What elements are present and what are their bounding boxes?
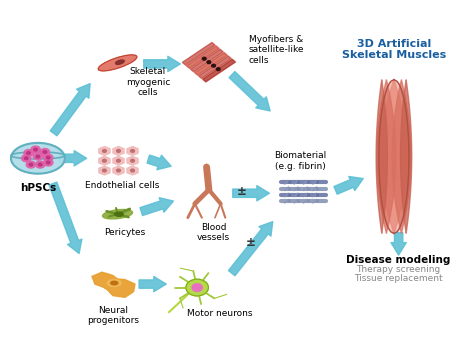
FancyArrowPatch shape: [49, 182, 82, 253]
FancyArrowPatch shape: [50, 84, 90, 136]
Text: Disease modeling: Disease modeling: [346, 255, 451, 265]
Polygon shape: [401, 80, 412, 233]
Circle shape: [207, 61, 211, 64]
Polygon shape: [194, 53, 228, 75]
Polygon shape: [92, 272, 135, 297]
Text: Endothelial cells: Endothelial cells: [85, 181, 159, 190]
Circle shape: [43, 151, 47, 153]
Circle shape: [117, 149, 120, 152]
FancyArrowPatch shape: [334, 176, 363, 194]
Circle shape: [40, 148, 50, 155]
Polygon shape: [127, 166, 138, 175]
Circle shape: [217, 68, 220, 71]
Text: Blood
vessels: Blood vessels: [197, 223, 230, 242]
Polygon shape: [186, 46, 219, 69]
Circle shape: [34, 148, 37, 151]
Text: ±: ±: [237, 185, 246, 198]
Polygon shape: [99, 166, 110, 175]
Circle shape: [186, 279, 209, 296]
Text: Neural
progenitors: Neural progenitors: [87, 306, 139, 325]
Text: Skeletal
myogenic
cells: Skeletal myogenic cells: [126, 67, 170, 97]
Ellipse shape: [11, 143, 65, 174]
Circle shape: [117, 169, 120, 172]
Polygon shape: [113, 146, 124, 155]
Circle shape: [202, 57, 206, 60]
Circle shape: [46, 161, 50, 164]
Ellipse shape: [98, 55, 137, 71]
Polygon shape: [182, 43, 215, 65]
Ellipse shape: [111, 281, 118, 285]
FancyArrowPatch shape: [233, 186, 269, 201]
Text: Myofibers &
satellite-like
cells: Myofibers & satellite-like cells: [249, 35, 304, 65]
FancyArrowPatch shape: [139, 277, 166, 292]
FancyArrowPatch shape: [229, 72, 270, 111]
Polygon shape: [113, 166, 124, 175]
Circle shape: [131, 159, 135, 162]
Polygon shape: [203, 59, 236, 82]
Circle shape: [27, 152, 30, 154]
Ellipse shape: [116, 60, 124, 64]
Circle shape: [212, 64, 216, 67]
FancyArrowPatch shape: [140, 198, 173, 215]
Circle shape: [26, 161, 36, 168]
Text: ±: ±: [246, 236, 256, 248]
Circle shape: [131, 149, 135, 152]
Text: hPSCs: hPSCs: [20, 184, 56, 193]
Ellipse shape: [107, 279, 121, 286]
FancyArrowPatch shape: [147, 155, 171, 170]
FancyArrowPatch shape: [391, 233, 406, 255]
Circle shape: [131, 169, 135, 172]
Text: Motor neurons: Motor neurons: [187, 309, 253, 318]
Circle shape: [102, 159, 106, 162]
Ellipse shape: [115, 212, 123, 216]
Polygon shape: [99, 146, 110, 155]
Text: 3D Artificial
Skeletal Muscles: 3D Artificial Skeletal Muscles: [342, 39, 446, 60]
Polygon shape: [381, 80, 407, 233]
Circle shape: [29, 163, 33, 166]
Circle shape: [24, 157, 28, 160]
Polygon shape: [99, 156, 110, 165]
Text: Pericytes: Pericytes: [104, 228, 145, 237]
Polygon shape: [127, 146, 138, 155]
Polygon shape: [392, 80, 411, 233]
Text: Therapy screening: Therapy screening: [356, 265, 441, 274]
Polygon shape: [113, 156, 124, 165]
Polygon shape: [199, 56, 231, 78]
FancyArrowPatch shape: [59, 151, 87, 166]
Polygon shape: [377, 80, 396, 233]
Circle shape: [192, 284, 202, 291]
FancyArrowPatch shape: [228, 222, 273, 276]
Circle shape: [38, 163, 42, 166]
Ellipse shape: [102, 209, 133, 219]
Circle shape: [36, 155, 40, 158]
Circle shape: [21, 155, 31, 162]
Circle shape: [24, 149, 33, 157]
Text: Tissue replacement: Tissue replacement: [354, 274, 443, 283]
Polygon shape: [376, 80, 387, 233]
Circle shape: [36, 161, 45, 168]
Circle shape: [46, 156, 50, 159]
Circle shape: [44, 159, 53, 166]
Circle shape: [33, 153, 43, 160]
Text: Biomaterial
(e.g. fibrin): Biomaterial (e.g. fibrin): [274, 151, 327, 170]
Polygon shape: [127, 156, 138, 165]
Polygon shape: [191, 49, 223, 72]
FancyArrowPatch shape: [144, 56, 180, 72]
Circle shape: [102, 149, 106, 152]
Circle shape: [102, 169, 106, 172]
Circle shape: [44, 154, 53, 161]
Circle shape: [117, 159, 120, 162]
Circle shape: [31, 146, 40, 153]
